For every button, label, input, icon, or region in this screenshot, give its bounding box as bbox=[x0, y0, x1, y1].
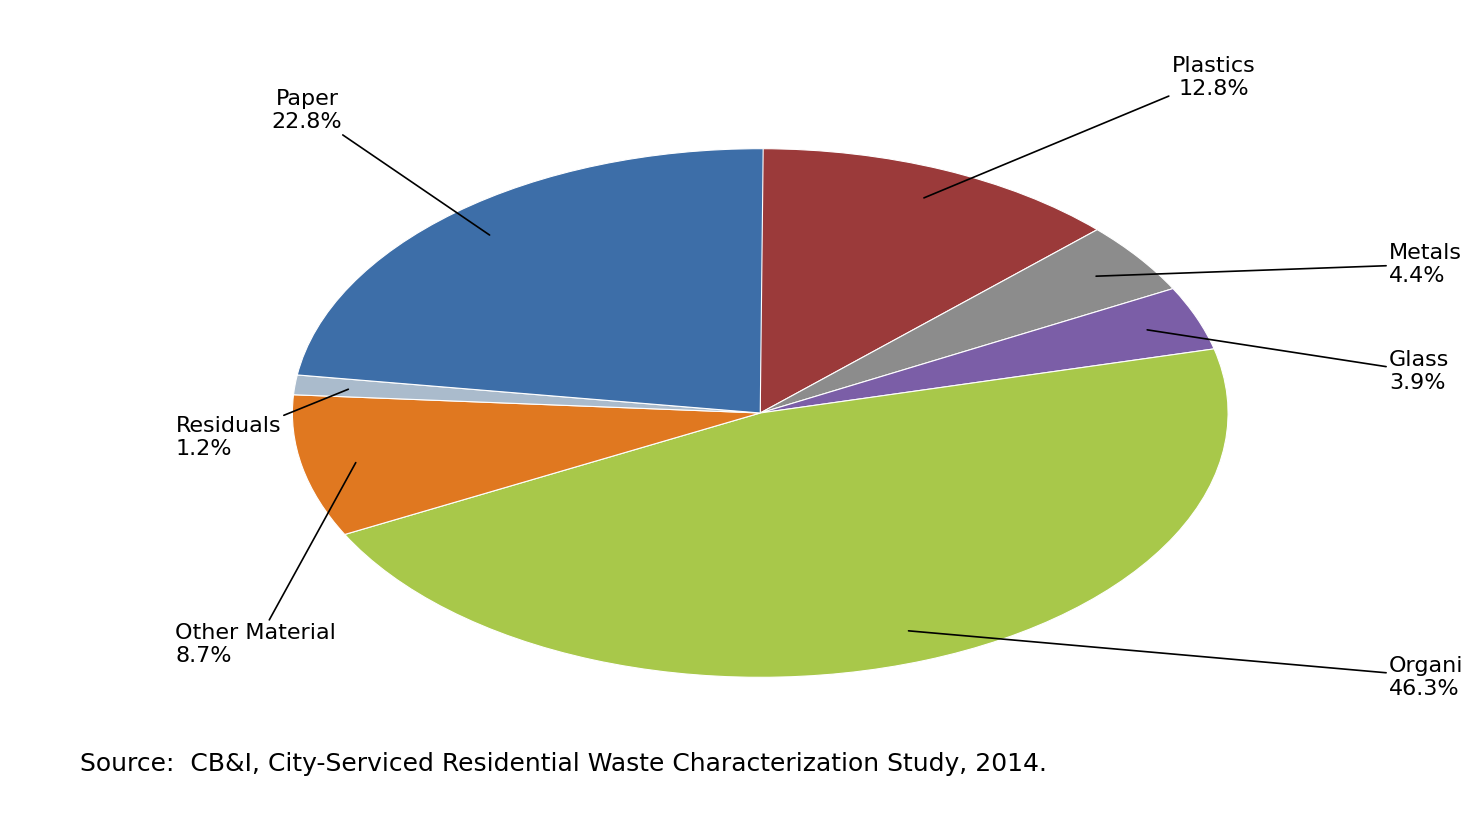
Wedge shape bbox=[760, 230, 1173, 413]
Text: Plastics
12.8%: Plastics 12.8% bbox=[924, 56, 1256, 198]
Text: Source:  CB&I, City-Serviced Residential Waste Characterization Study, 2014.: Source: CB&I, City-Serviced Residential … bbox=[80, 752, 1047, 776]
Wedge shape bbox=[760, 149, 1096, 413]
Wedge shape bbox=[292, 395, 760, 534]
Wedge shape bbox=[760, 288, 1213, 413]
Text: Metals
4.4%: Metals 4.4% bbox=[1096, 243, 1462, 286]
Wedge shape bbox=[297, 149, 763, 413]
Wedge shape bbox=[294, 375, 760, 413]
Text: Glass
3.9%: Glass 3.9% bbox=[1148, 330, 1449, 393]
Wedge shape bbox=[345, 349, 1228, 677]
Text: Other Material
8.7%: Other Material 8.7% bbox=[175, 463, 355, 666]
Text: Organics
46.3%: Organics 46.3% bbox=[908, 631, 1462, 699]
Text: Paper
22.8%: Paper 22.8% bbox=[272, 89, 490, 235]
Text: Residuals
1.2%: Residuals 1.2% bbox=[175, 389, 348, 459]
